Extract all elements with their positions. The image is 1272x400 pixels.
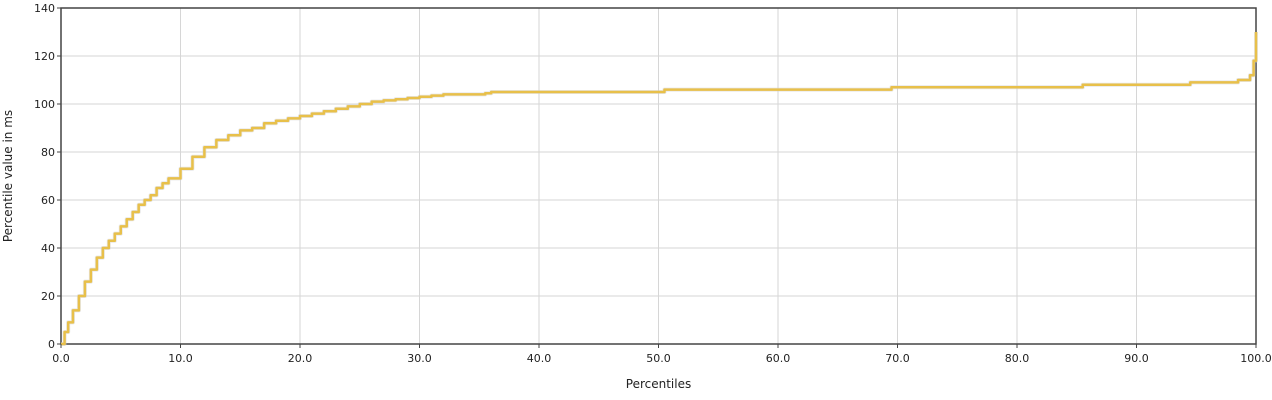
x-tick-label: 100.0	[1240, 352, 1272, 365]
y-tick-label: 100	[34, 98, 55, 111]
x-tick-label: 10.0	[168, 352, 193, 365]
x-tick-label: 50.0	[646, 352, 671, 365]
grid-lines	[61, 8, 1256, 344]
x-tick-label: 70.0	[885, 352, 910, 365]
x-axis-title: Percentiles	[626, 377, 691, 391]
x-tick-label: 60.0	[766, 352, 791, 365]
x-tick-label: 0.0	[52, 352, 70, 365]
y-tick-label: 40	[41, 242, 55, 255]
x-tick-label: 20.0	[288, 352, 313, 365]
x-tick-label: 30.0	[407, 352, 432, 365]
y-tick-label: 120	[34, 50, 55, 63]
x-axis-ticks: 0.0 10.0 20.0 30.0 40.0 50.0 60.0 70.0 80.0 90.0 1…	[52, 344, 1272, 365]
y-tick-label: 80	[41, 146, 55, 159]
series-layer	[61, 32, 1258, 346]
y-tick-label: 0	[48, 338, 55, 351]
y-tick-label: 140	[34, 2, 55, 15]
y-axis-title: Percentile value in ms	[1, 110, 15, 242]
x-tick-label: 80.0	[1005, 352, 1030, 365]
x-tick-label: 40.0	[527, 352, 552, 365]
y-tick-label: 20	[41, 290, 55, 303]
y-tick-label: 60	[41, 194, 55, 207]
y-axis-ticks: 0 20 40 60 80 100 120 140	[34, 2, 61, 351]
series-line	[61, 32, 1258, 346]
x-tick-label: 90.0	[1124, 352, 1149, 365]
